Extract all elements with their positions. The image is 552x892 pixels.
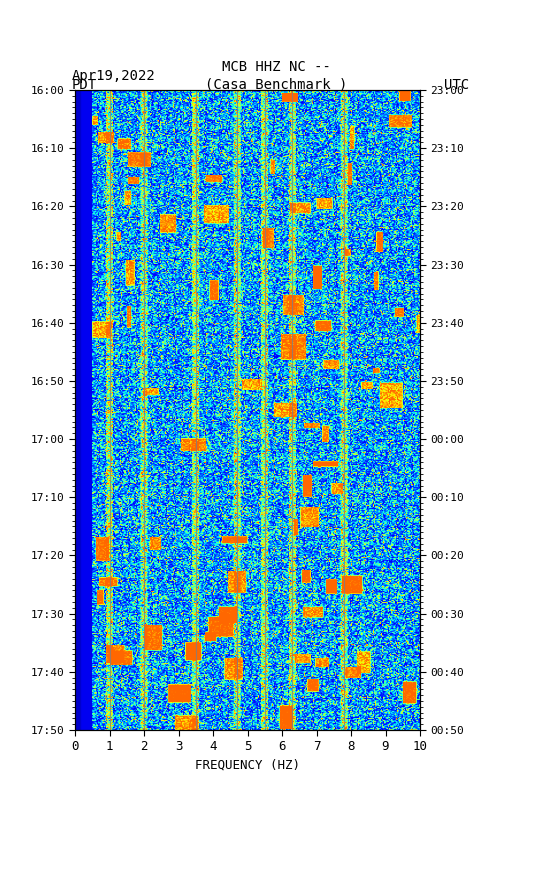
X-axis label: FREQUENCY (HZ): FREQUENCY (HZ)	[195, 759, 300, 772]
Text: Apr19,2022: Apr19,2022	[72, 69, 156, 83]
Text: USGS: USGS	[17, 20, 50, 34]
Text: (Casa Benchmark ): (Casa Benchmark )	[205, 78, 347, 92]
Text: PDT: PDT	[72, 78, 97, 92]
Bar	[75, 90, 80, 730]
Text: UTC: UTC	[444, 78, 469, 92]
Text: MCB HHZ NC --: MCB HHZ NC --	[221, 60, 331, 74]
